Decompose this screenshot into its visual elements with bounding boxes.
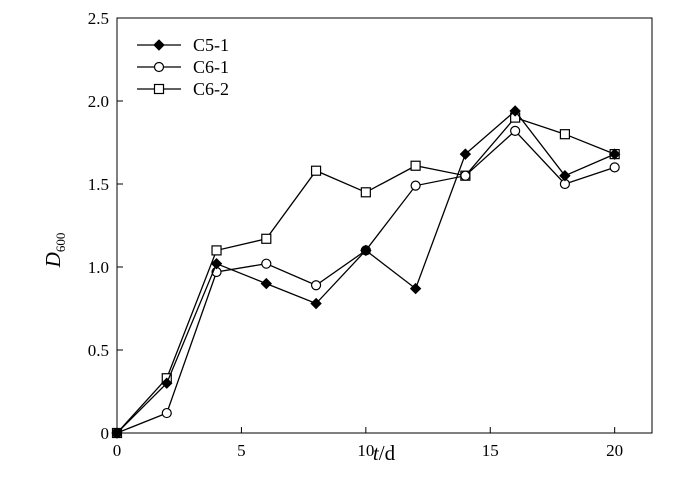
x-axis-title-unit: /d: [379, 441, 396, 465]
square-marker: [410, 160, 421, 171]
series-c6-1: [111, 125, 620, 439]
plot-border: [116, 17, 653, 434]
diamond-marker: [409, 282, 422, 295]
series-layer: [111, 105, 621, 439]
diamond-marker: [260, 277, 273, 290]
y-tick-label: 2.5: [88, 9, 109, 28]
square-marker: [153, 83, 165, 95]
legend: C5-1C6-1C6-2: [137, 35, 229, 99]
y-axis-title-main: D: [41, 252, 65, 268]
circle-marker: [261, 258, 272, 269]
series-c5-1: [111, 105, 621, 439]
series-line: [116, 129, 615, 434]
x-tick-label: 10: [357, 441, 374, 460]
circle-marker: [510, 125, 521, 136]
square-marker: [559, 129, 571, 140]
y-axis-title-subscript: 600: [53, 233, 68, 253]
diamond-marker: [210, 257, 223, 270]
square-marker: [261, 233, 272, 244]
diamond-marker: [111, 427, 123, 439]
diamond-marker: [559, 169, 571, 182]
circle-marker: [310, 280, 322, 291]
y-tick-label: 0: [101, 424, 110, 443]
diamond-marker: [608, 148, 621, 160]
legend-label: C5-1: [193, 35, 229, 55]
y-axis-ticks: 0 0.5 1.0 1.5 2.0 2.5: [88, 9, 123, 443]
diamond-marker: [153, 39, 165, 51]
square-marker: [211, 245, 222, 256]
circle-marker: [609, 162, 620, 173]
series-line: [116, 110, 615, 434]
y-tick-label: 1.0: [88, 258, 109, 277]
circle-marker: [460, 170, 471, 181]
circle-marker: [153, 61, 165, 73]
diamond-marker: [509, 105, 521, 117]
legend-item: C5-1: [137, 35, 229, 55]
circle-marker: [161, 407, 172, 419]
x-tick-label: 0: [113, 441, 122, 460]
y-tick-label: 0.5: [88, 341, 109, 360]
diamond-marker: [161, 377, 173, 389]
y-tick-label: 2.0: [88, 92, 109, 111]
y-tick-label: 1.5: [88, 175, 109, 194]
square-marker: [310, 165, 322, 176]
y-axis-title: D600: [41, 233, 68, 269]
x-tick-label: 5: [237, 441, 246, 460]
legend-item: C6-1: [137, 57, 229, 77]
diamond-marker: [459, 148, 472, 160]
square-marker: [360, 187, 371, 198]
plot-frame: [116, 17, 653, 434]
series-line: [116, 116, 615, 434]
legend-label: C6-1: [193, 57, 229, 77]
circle-marker: [410, 180, 421, 191]
x-axis-title: t/d: [373, 441, 396, 465]
diamond-marker: [360, 244, 372, 257]
legend-item: C6-2: [137, 79, 229, 99]
x-tick-label: 15: [482, 441, 499, 460]
x-axis-ticks: 0 5 10 15 20: [113, 427, 623, 460]
series-c6-2: [111, 112, 620, 439]
legend-label: C6-2: [193, 79, 229, 99]
x-tick-label: 20: [606, 441, 623, 460]
x-axis-title-variable: t: [373, 441, 380, 465]
diamond-marker: [310, 297, 322, 310]
